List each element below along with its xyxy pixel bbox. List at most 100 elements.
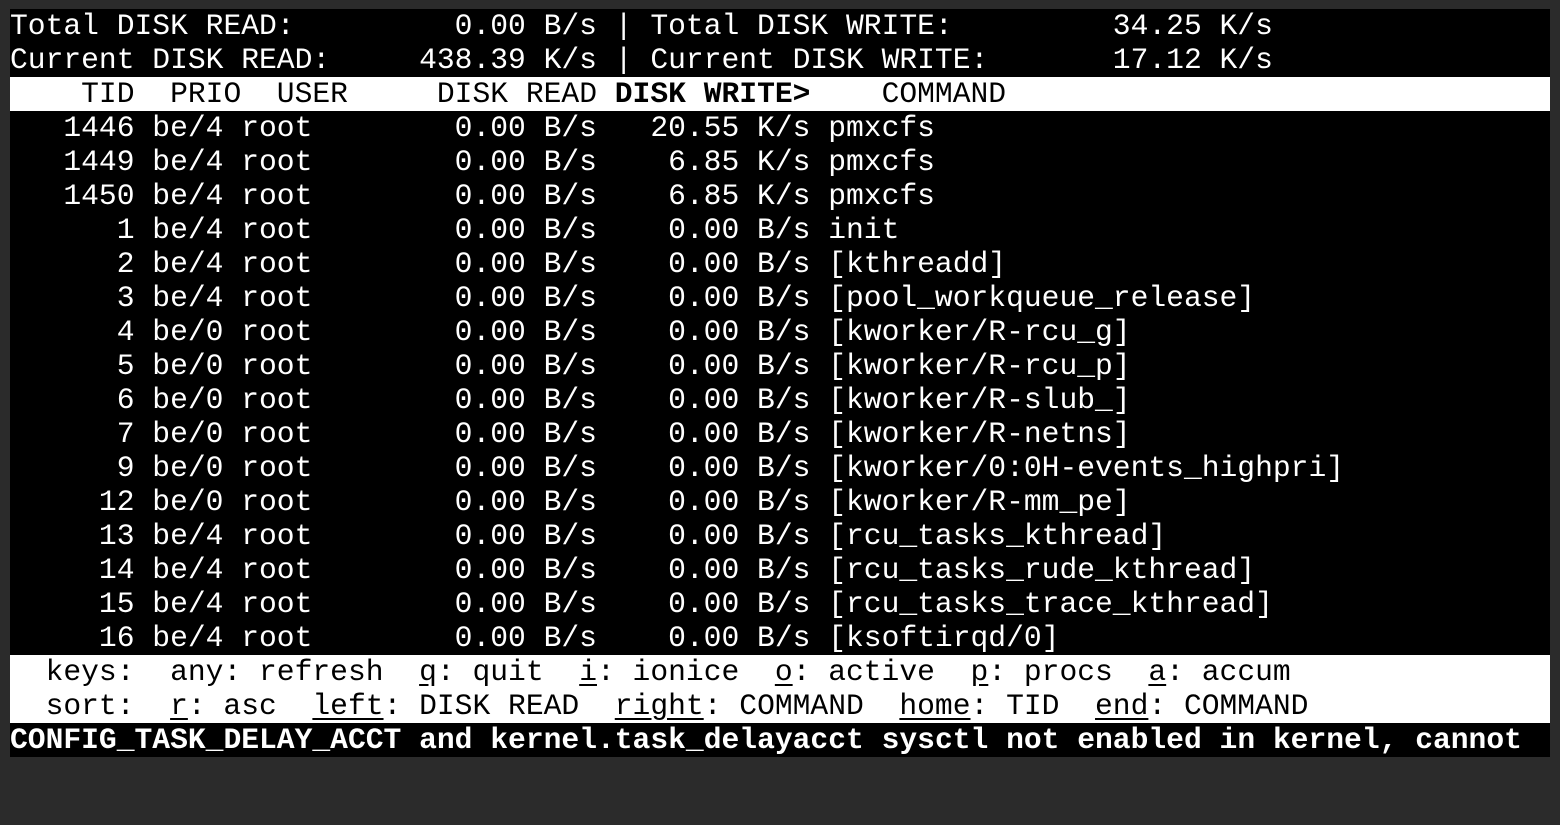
- total-write-label: Total DISK WRITE:: [650, 9, 953, 43]
- row-disk-write: 0.00 B/s: [668, 519, 811, 553]
- row-disk-read: 0.00 B/s: [454, 485, 597, 519]
- table-row[interactable]: 16 be/4 root 0.00 B/s 0.00 B/s [ksoftirqd/0]: [10, 621, 1550, 655]
- table-row[interactable]: 1449 be/4 root 0.00 B/s 6.85 K/s pmxcfs: [10, 145, 1550, 179]
- sort-key-description: : COMMAND: [703, 689, 864, 723]
- keys-key-description: : ionice: [596, 655, 740, 689]
- table-row[interactable]: 3 be/4 root 0.00 B/s 0.00 B/s [pool_workqueue…: [10, 281, 1550, 315]
- table-row[interactable]: 4 be/0 root 0.00 B/s 0.00 B/s [kworker/R-rcu_…: [10, 315, 1550, 349]
- row-tid: 1: [116, 213, 135, 247]
- row-command: [rcu_tasks_rude_kthread]: [828, 553, 1256, 587]
- table-row[interactable]: 9 be/0 root 0.00 B/s 0.00 B/s [kworker/0:0H-e…: [10, 451, 1550, 485]
- row-tid: 1446: [63, 111, 135, 145]
- table-row[interactable]: 13 be/4 root 0.00 B/s 0.00 B/s [rcu_tasks_kth…: [10, 519, 1550, 553]
- row-disk-read: 0.00 B/s: [454, 247, 597, 281]
- row-command: [kworker/R-mm_pe]: [828, 485, 1131, 519]
- keys-label: keys:: [45, 655, 135, 689]
- row-command: [kworker/0:0H-events_highpri]: [828, 451, 1345, 485]
- row-prio: be/0: [152, 417, 224, 451]
- separator: |: [614, 43, 633, 77]
- sort-help-line: sort: r: asc left: DISK READ right: COMMAND…: [10, 689, 1550, 723]
- column-disk-write-sorted[interactable]: DISK WRITE>: [614, 77, 811, 111]
- row-disk-write: 6.85 K/s: [668, 179, 811, 213]
- keys-help-line: keys: any: refresh q: quit i: ionice o: acti…: [10, 655, 1550, 689]
- keys-key-description: : quit: [436, 655, 544, 689]
- row-command: [kworker/R-netns]: [828, 417, 1131, 451]
- column-disk-read[interactable]: DISK READ: [436, 77, 597, 111]
- row-disk-write: 0.00 B/s: [668, 315, 811, 349]
- row-disk-read: 0.00 B/s: [454, 451, 597, 485]
- row-prio: be/0: [152, 315, 224, 349]
- row-disk-write: 6.85 K/s: [668, 145, 811, 179]
- row-prio: be/4: [152, 247, 224, 281]
- row-disk-read: 0.00 B/s: [454, 621, 597, 655]
- row-disk-write: 0.00 B/s: [668, 247, 811, 281]
- row-disk-write: 0.00 B/s: [668, 383, 811, 417]
- row-tid: 4: [116, 315, 135, 349]
- warning-message: CONFIG_TASK_DELAY_ACCT and kernel.task_d…: [10, 723, 1550, 757]
- keys-key-a: a: [1148, 655, 1167, 689]
- warning-text: CONFIG_TASK_DELAY_ACCT and kernel.task_d…: [10, 723, 1522, 757]
- row-disk-read: 0.00 B/s: [454, 553, 597, 587]
- row-disk-read: 0.00 B/s: [454, 281, 597, 315]
- row-tid: 1449: [63, 145, 135, 179]
- sort-key-description: : TID: [970, 689, 1060, 723]
- sort-key-end: end: [1095, 689, 1149, 723]
- row-user: root: [241, 315, 313, 349]
- keys-key-description: : accum: [1166, 655, 1291, 689]
- current-read-label: Current DISK READ:: [10, 43, 331, 77]
- row-prio: be/4: [152, 281, 224, 315]
- row-prio: be/0: [152, 349, 224, 383]
- sort-key-r: r: [170, 689, 188, 723]
- table-row[interactable]: 1446 be/4 root 0.00 B/s 20.55 K/s pmxcfs: [10, 111, 1550, 145]
- column-user[interactable]: USER: [276, 77, 348, 111]
- table-row[interactable]: 12 be/0 root 0.00 B/s 0.00 B/s [kworker/R-mm_…: [10, 485, 1550, 519]
- row-command: [kworker/R-rcu_g]: [828, 315, 1131, 349]
- sort-label: sort:: [45, 689, 135, 723]
- row-disk-write: 0.00 B/s: [668, 587, 811, 621]
- row-prio: be/0: [152, 451, 224, 485]
- row-user: root: [241, 179, 313, 213]
- row-disk-read: 0.00 B/s: [454, 587, 597, 621]
- row-disk-read: 0.00 B/s: [454, 145, 597, 179]
- row-prio: be/4: [152, 213, 224, 247]
- keys-key-description: : active: [792, 655, 935, 689]
- row-user: root: [241, 519, 313, 553]
- sort-key-description: : DISK READ: [383, 689, 580, 723]
- row-tid: 6: [116, 383, 135, 417]
- table-row[interactable]: 2 be/4 root 0.00 B/s 0.00 B/s [kthreadd]: [10, 247, 1550, 281]
- row-user: root: [241, 587, 313, 621]
- row-disk-read: 0.00 B/s: [454, 417, 597, 451]
- column-prio[interactable]: PRIO: [170, 77, 242, 111]
- table-row[interactable]: 5 be/0 root 0.00 B/s 0.00 B/s [kworker/R-rcu_…: [10, 349, 1550, 383]
- row-user: root: [241, 417, 313, 451]
- keys-key-p: p: [970, 655, 989, 689]
- keys-key-o: o: [774, 655, 793, 689]
- keys-key-description: : procs: [988, 655, 1113, 689]
- row-prio: be/4: [152, 111, 224, 145]
- current-read-value: 438.39 K/s: [419, 43, 597, 77]
- column-command[interactable]: COMMAND: [881, 77, 1007, 111]
- row-user: root: [241, 485, 313, 519]
- current-io-line: Current DISK READ: 438.39 K/s | Current …: [10, 43, 1550, 77]
- table-row[interactable]: 6 be/0 root 0.00 B/s 0.00 B/s [kworker/R-slub…: [10, 383, 1550, 417]
- total-read-label: Total DISK READ:: [10, 9, 295, 43]
- row-user: root: [241, 213, 313, 247]
- table-row[interactable]: 1450 be/4 root 0.00 B/s 6.85 K/s pmxcfs: [10, 179, 1550, 213]
- row-disk-write: 0.00 B/s: [668, 553, 811, 587]
- table-row[interactable]: 7 be/0 root 0.00 B/s 0.00 B/s [kworker/R-netn…: [10, 417, 1550, 451]
- row-command: pmxcfs: [828, 145, 935, 179]
- row-prio: be/4: [152, 553, 224, 587]
- row-disk-read: 0.00 B/s: [454, 179, 597, 213]
- row-tid: 14: [98, 553, 135, 587]
- column-header: TID PRIO USER DISK READ DISK WRITE> COMM…: [10, 77, 1550, 111]
- table-row[interactable]: 1 be/4 root 0.00 B/s 0.00 B/s init: [10, 213, 1550, 247]
- table-row[interactable]: 14 be/4 root 0.00 B/s 0.00 B/s [rcu_tasks_rud…: [10, 553, 1550, 587]
- row-tid: 12: [98, 485, 135, 519]
- column-tid[interactable]: TID: [81, 77, 135, 111]
- row-prio: be/0: [152, 383, 224, 417]
- row-command: [rcu_tasks_trace_kthread]: [828, 587, 1273, 621]
- row-user: root: [241, 281, 313, 315]
- table-row[interactable]: 15 be/4 root 0.00 B/s 0.00 B/s [rcu_tasks_tra…: [10, 587, 1550, 621]
- row-disk-read: 0.00 B/s: [454, 349, 597, 383]
- row-command: [ksoftirqd/0]: [828, 621, 1060, 655]
